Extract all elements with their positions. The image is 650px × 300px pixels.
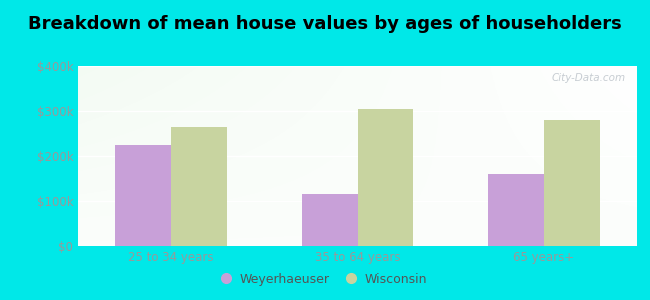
Text: Breakdown of mean house values by ages of householders: Breakdown of mean house values by ages o…	[28, 15, 622, 33]
Bar	[115, 145, 171, 246]
Bar	[488, 174, 544, 246]
Bar	[358, 109, 413, 246]
Text: City-Data.com: City-Data.com	[552, 73, 626, 83]
Bar	[171, 127, 227, 246]
Bar	[544, 120, 600, 246]
Bar	[302, 194, 358, 246]
Legend: Weyerhaeuser, Wisconsin: Weyerhaeuser, Wisconsin	[218, 268, 432, 291]
